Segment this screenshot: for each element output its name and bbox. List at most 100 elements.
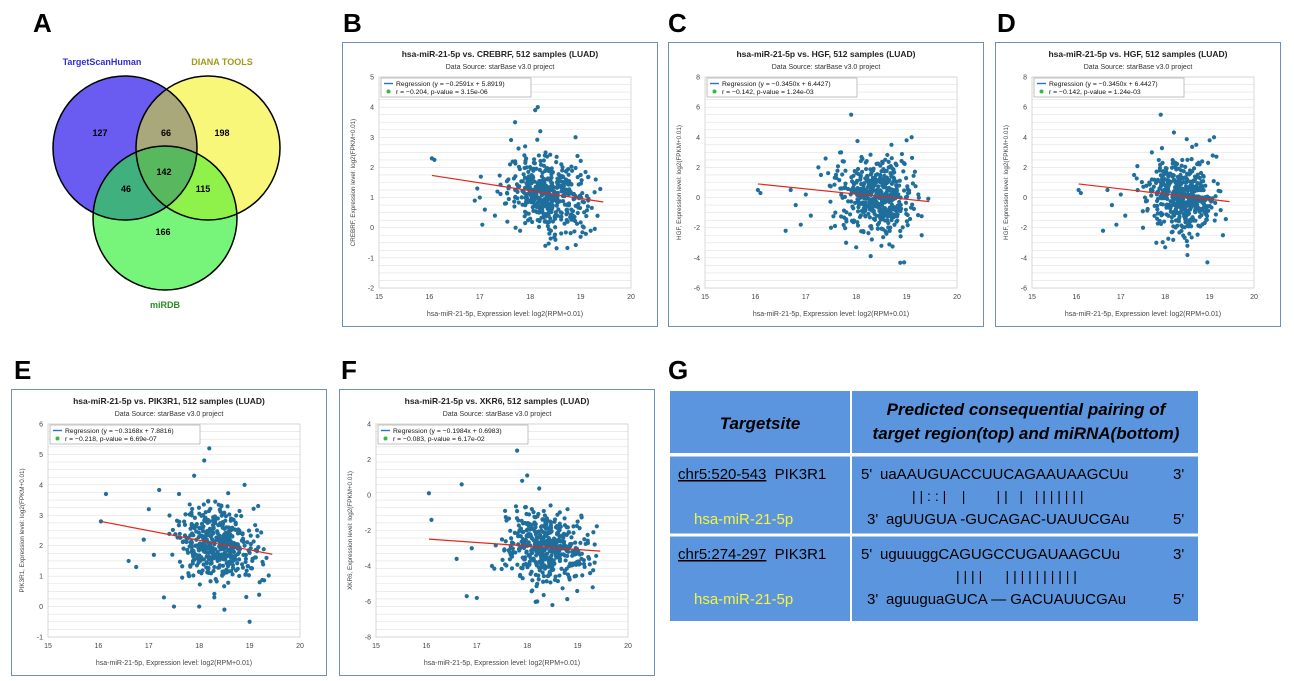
- data-point: [243, 556, 248, 561]
- data-point: [187, 502, 192, 507]
- data-point: [1216, 188, 1221, 193]
- data-point: [900, 225, 905, 230]
- data-point: [865, 184, 871, 189]
- data-point: [1158, 112, 1163, 117]
- data-point: [1223, 217, 1228, 222]
- data-point: [243, 572, 248, 577]
- data-point: [192, 523, 197, 528]
- data-point: [874, 213, 879, 218]
- data-point: [248, 541, 253, 547]
- data-point: [863, 208, 868, 213]
- data-point: [855, 209, 861, 214]
- data-point: [189, 513, 194, 518]
- data-point: [511, 176, 516, 181]
- data-point: [889, 217, 894, 223]
- data-point: [426, 491, 432, 496]
- data-point: [541, 158, 546, 163]
- x-tick-label: 18: [1161, 294, 1169, 301]
- legend-regression-text: Regression (y = −0.3450x + 6.4427): [1049, 81, 1158, 88]
- chart-legend: Regression (y = −0.3168x + 7.8816)r = −0…: [49, 424, 201, 445]
- data-point: [1171, 237, 1176, 242]
- data-point: [543, 168, 548, 173]
- data-point: [574, 523, 579, 529]
- data-point: [880, 227, 886, 232]
- row1-mirna: hsa-miR-21-5p: [694, 511, 793, 528]
- data-point: [529, 526, 535, 531]
- legend-box: [706, 77, 858, 98]
- data-point: [524, 521, 529, 526]
- data-point: [526, 169, 531, 174]
- data-point: [217, 545, 222, 550]
- data-point: [816, 165, 821, 170]
- data-point: [855, 166, 861, 172]
- chart-subtitle: Data Source: starBase v3.0 project: [772, 64, 881, 71]
- data-point: [208, 579, 213, 584]
- data-point: [895, 212, 900, 217]
- data-point: [528, 532, 533, 537]
- data-point: [851, 206, 856, 211]
- data-point: [898, 208, 903, 214]
- x-tick-label: 16: [423, 643, 431, 650]
- data-point: [1149, 150, 1154, 155]
- data-point: [555, 578, 561, 584]
- data-point: [843, 181, 848, 186]
- data-point: [229, 568, 234, 574]
- data-point: [1139, 179, 1144, 185]
- data-point: [244, 568, 249, 573]
- data-point: [523, 158, 528, 163]
- legend-dot-swatch: [712, 89, 717, 94]
- data-point: [869, 198, 874, 204]
- table-header-pairing-line1: Predicted consequential pairing of: [887, 400, 1168, 419]
- data-point: [535, 105, 540, 110]
- y-tick-label: 1: [39, 574, 43, 581]
- data-point: [844, 219, 849, 224]
- data-point: [570, 213, 576, 218]
- panel-letter-f: F: [341, 355, 357, 385]
- data-point: [523, 221, 528, 226]
- data-point: [582, 564, 587, 570]
- data-point: [581, 200, 587, 205]
- data-point: [520, 555, 525, 560]
- panel-letter-e: E: [14, 355, 32, 385]
- data-point: [204, 560, 210, 566]
- data-point: [558, 552, 563, 558]
- data-point: [892, 170, 897, 175]
- data-point: [543, 196, 548, 201]
- data-point: [835, 168, 840, 173]
- data-point: [534, 561, 539, 566]
- data-point: [879, 169, 884, 174]
- data-point: [575, 551, 580, 556]
- data-point: [499, 537, 505, 542]
- chart-title: hsa-miR-21-5p vs. HGF, 512 samples (LUAD…: [1048, 49, 1227, 59]
- legend-box: [49, 424, 201, 445]
- data-point: [552, 517, 558, 522]
- data-point: [206, 499, 211, 504]
- data-point: [256, 503, 261, 509]
- data-point: [840, 195, 845, 200]
- data-point: [536, 577, 541, 582]
- chart-legend: Regression (y = −0.3450x + 6.4427)r = −0…: [706, 77, 858, 98]
- data-point: [553, 574, 558, 579]
- data-point: [839, 186, 845, 191]
- data-point: [542, 565, 547, 570]
- data-point: [783, 228, 788, 233]
- data-point: [519, 529, 525, 534]
- data-point: [872, 217, 878, 222]
- data-point: [1189, 156, 1194, 162]
- data-point: [883, 157, 888, 162]
- data-point: [522, 175, 528, 180]
- data-point: [203, 510, 208, 515]
- data-point: [1196, 223, 1201, 228]
- data-point: [515, 448, 520, 453]
- row1-bars: | | : : | | | | | | | | | | | |: [912, 488, 1084, 504]
- data-point: [530, 547, 535, 552]
- data-point: [523, 191, 528, 196]
- data-point: [515, 562, 520, 567]
- data-point: [863, 214, 868, 219]
- data-point: [225, 504, 230, 509]
- data-point: [524, 181, 529, 186]
- data-point: [251, 539, 256, 544]
- data-point: [474, 595, 479, 601]
- data-point: [919, 233, 924, 238]
- data-point: [544, 533, 549, 538]
